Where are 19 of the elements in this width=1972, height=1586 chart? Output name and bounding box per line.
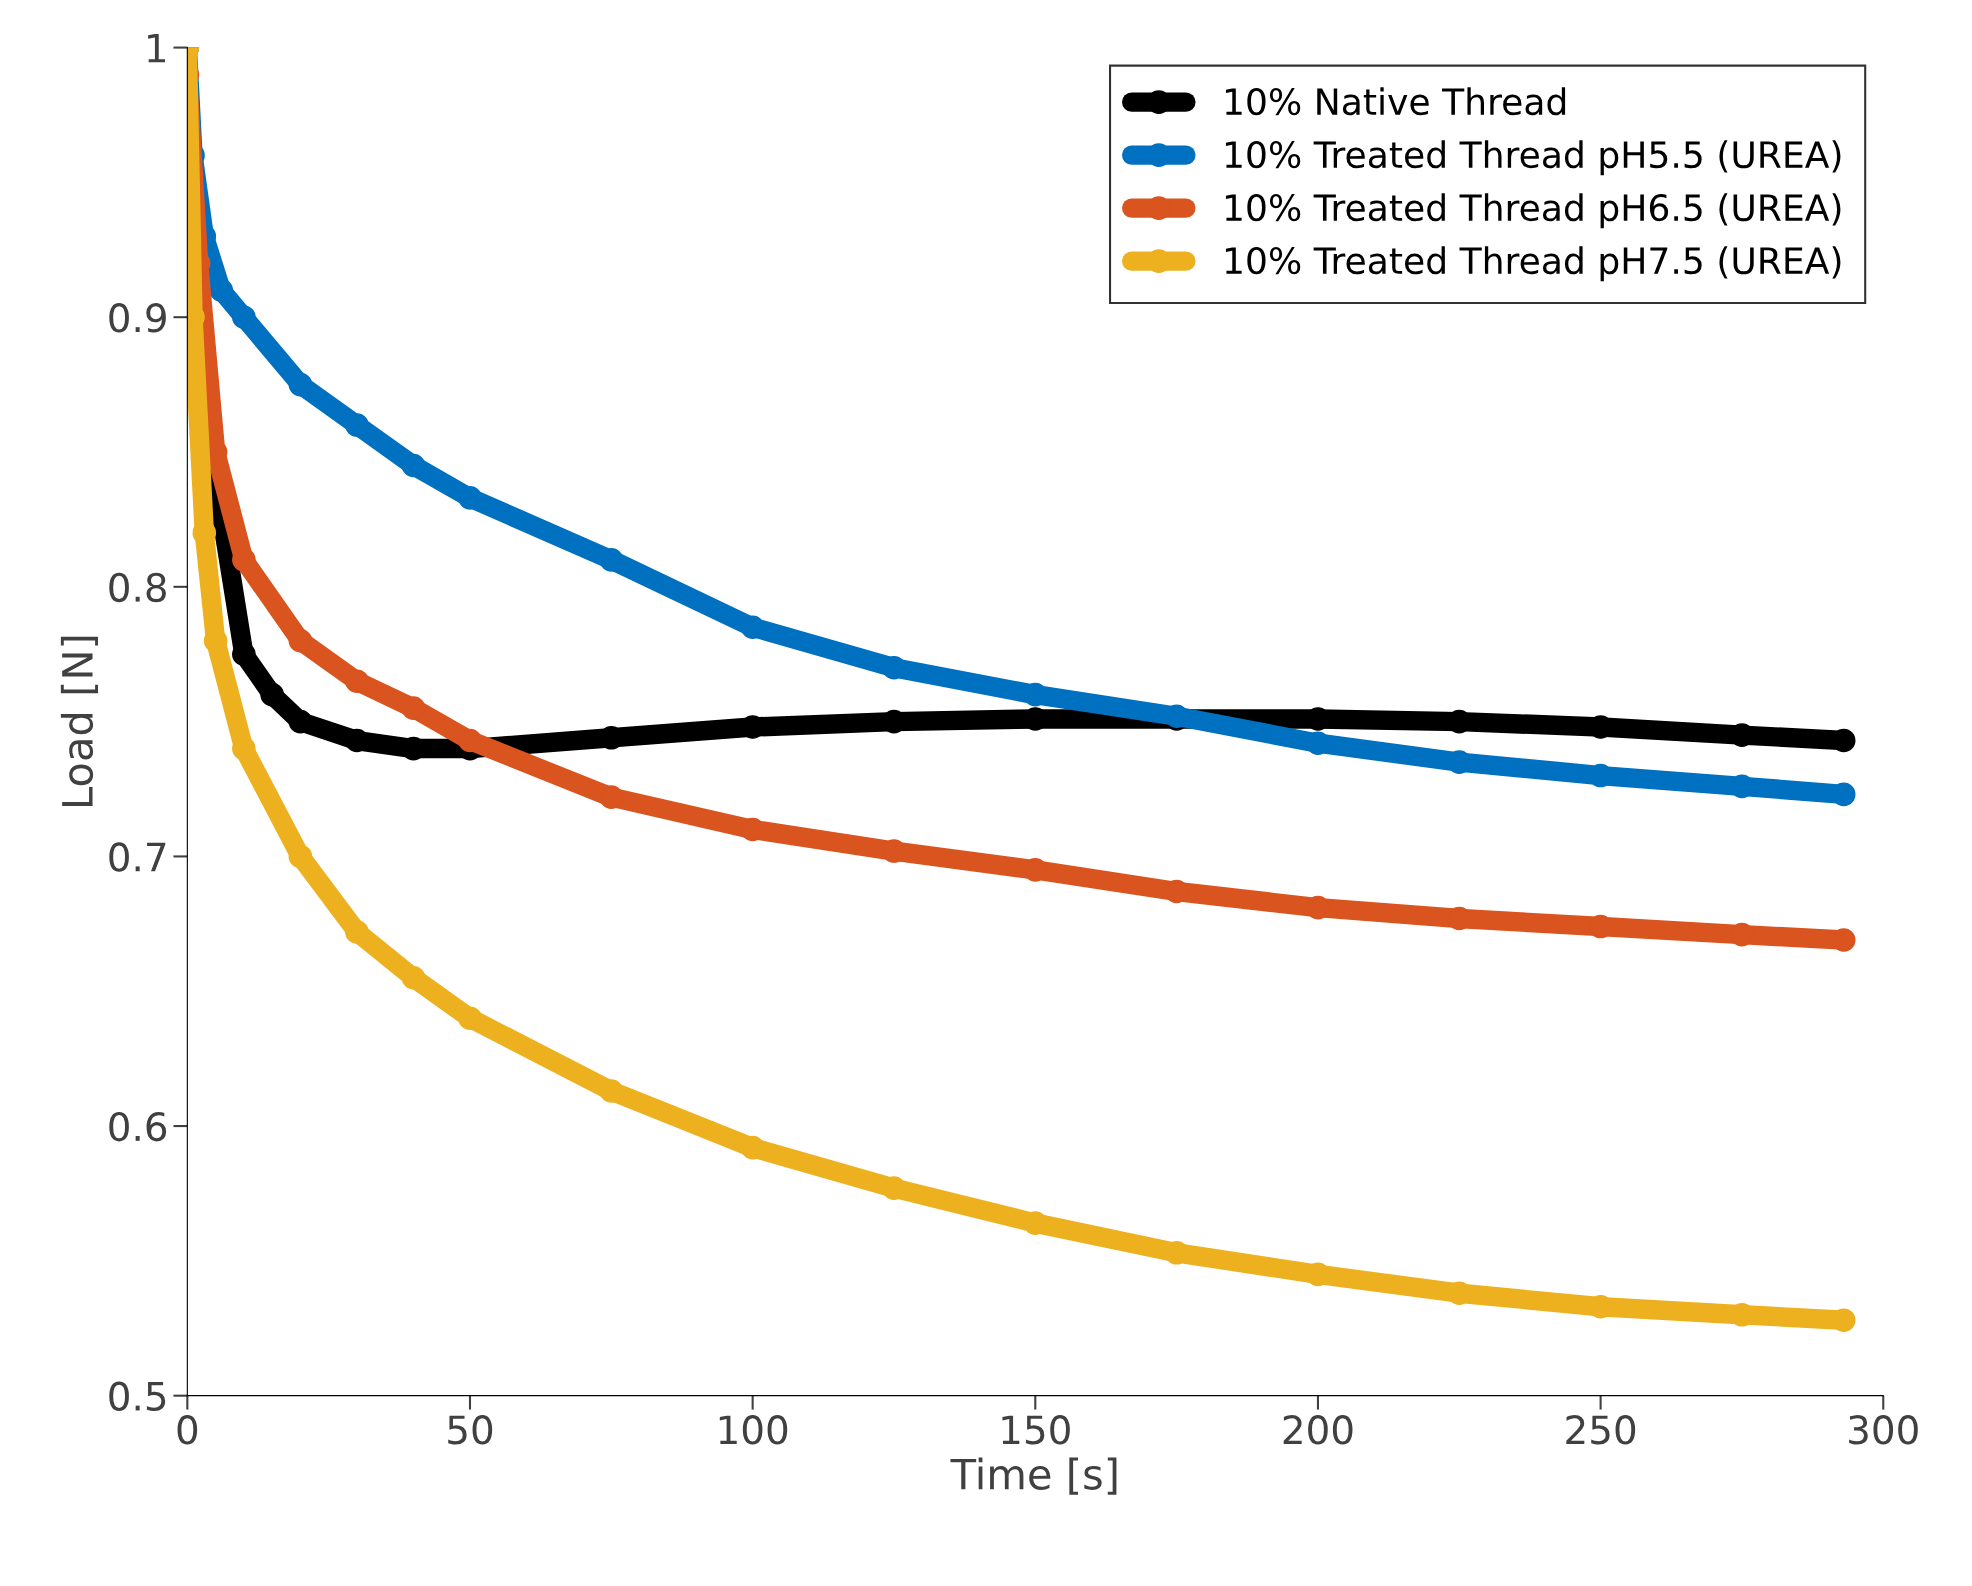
- x-axis-title: Time [s]: [950, 1457, 1117, 1495]
- y-tick-label: 0.6: [109, 1111, 167, 1142]
- legend-label: 10% Treated Thread pH6.5 (UREA): [1225, 193, 1841, 229]
- x-tick-label: 200: [1283, 1415, 1353, 1445]
- x-tick-label: 50: [448, 1415, 493, 1445]
- x-tick-label: 0: [177, 1415, 198, 1445]
- x-tick-label: 250: [1566, 1415, 1636, 1445]
- x-tick-label: 100: [719, 1415, 788, 1445]
- y-tick-label: 0.8: [109, 572, 166, 603]
- y-axis-title: Load [N]: [60, 636, 99, 806]
- y-tick-label: 0.7: [109, 842, 166, 872]
- y-tick-label: 1: [148, 34, 165, 63]
- legend-label: 10% Native Thread: [1225, 87, 1566, 116]
- y-tick-label: 0.9: [109, 303, 166, 333]
- x-tick-label: 300: [1849, 1415, 1918, 1445]
- x-tick-label: 150: [1002, 1415, 1070, 1445]
- y-tick-label: 0.5: [109, 1381, 166, 1412]
- legend-label: 10% Treated Thread pH5.5 (UREA): [1225, 140, 1841, 176]
- legend-label: 10% Treated Thread pH7.5 (UREA): [1225, 246, 1841, 282]
